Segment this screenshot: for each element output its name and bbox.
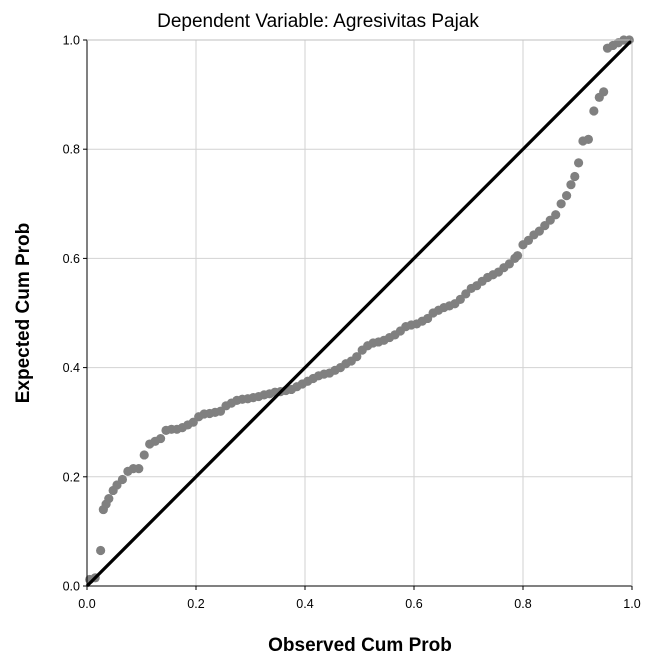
- data-point: [573, 158, 584, 168]
- y-tick-label: 0.0: [63, 580, 80, 594]
- data-points: [85, 35, 634, 585]
- reference-line: [85, 38, 634, 588]
- x-tick-label: 0.4: [296, 597, 313, 611]
- x-axis-ticks: 0.0 0.2 0.4 0.6 0.8 1.0: [78, 586, 641, 611]
- data-point: [589, 106, 599, 116]
- data-point: [583, 134, 594, 144]
- data-point: [117, 474, 128, 485]
- data-point: [139, 450, 149, 460]
- y-tick-label: 0.2: [63, 470, 80, 484]
- data-point: [104, 494, 114, 504]
- reference-line-group: [85, 38, 634, 588]
- data-point: [155, 433, 166, 444]
- chart-title: Dependent Variable: Agresivitas Pajak: [157, 11, 479, 32]
- y-tick-label: 0.8: [63, 143, 80, 157]
- x-tick-label: 0.6: [405, 597, 422, 611]
- x-tick-label: 0.2: [187, 597, 204, 611]
- data-point: [352, 352, 362, 362]
- data-point: [562, 191, 572, 201]
- y-tick-label: 0.6: [63, 252, 80, 266]
- plot-frame: [86, 39, 633, 587]
- data-point: [96, 545, 106, 556]
- data-point: [512, 251, 523, 261]
- data-point: [556, 199, 566, 209]
- y-tick-label: 0.4: [63, 361, 80, 375]
- data-point: [134, 464, 144, 474]
- x-tick-label: 0.0: [78, 597, 95, 611]
- y-axis-label: Expected Cum Prob: [13, 223, 34, 404]
- x-axis-label: Observed Cum Prob: [268, 635, 452, 656]
- data-point: [599, 87, 609, 97]
- y-tick-label: 1.0: [63, 34, 80, 48]
- grid-lines: [86, 39, 633, 587]
- x-tick-label: 1.0: [623, 597, 640, 611]
- x-tick-label: 0.8: [514, 597, 531, 611]
- data-point: [551, 210, 561, 220]
- data-point: [570, 171, 580, 182]
- y-axis-ticks: 0.0 0.2 0.4 0.6 0.8 1.0: [63, 34, 87, 594]
- data-point: [566, 180, 576, 190]
